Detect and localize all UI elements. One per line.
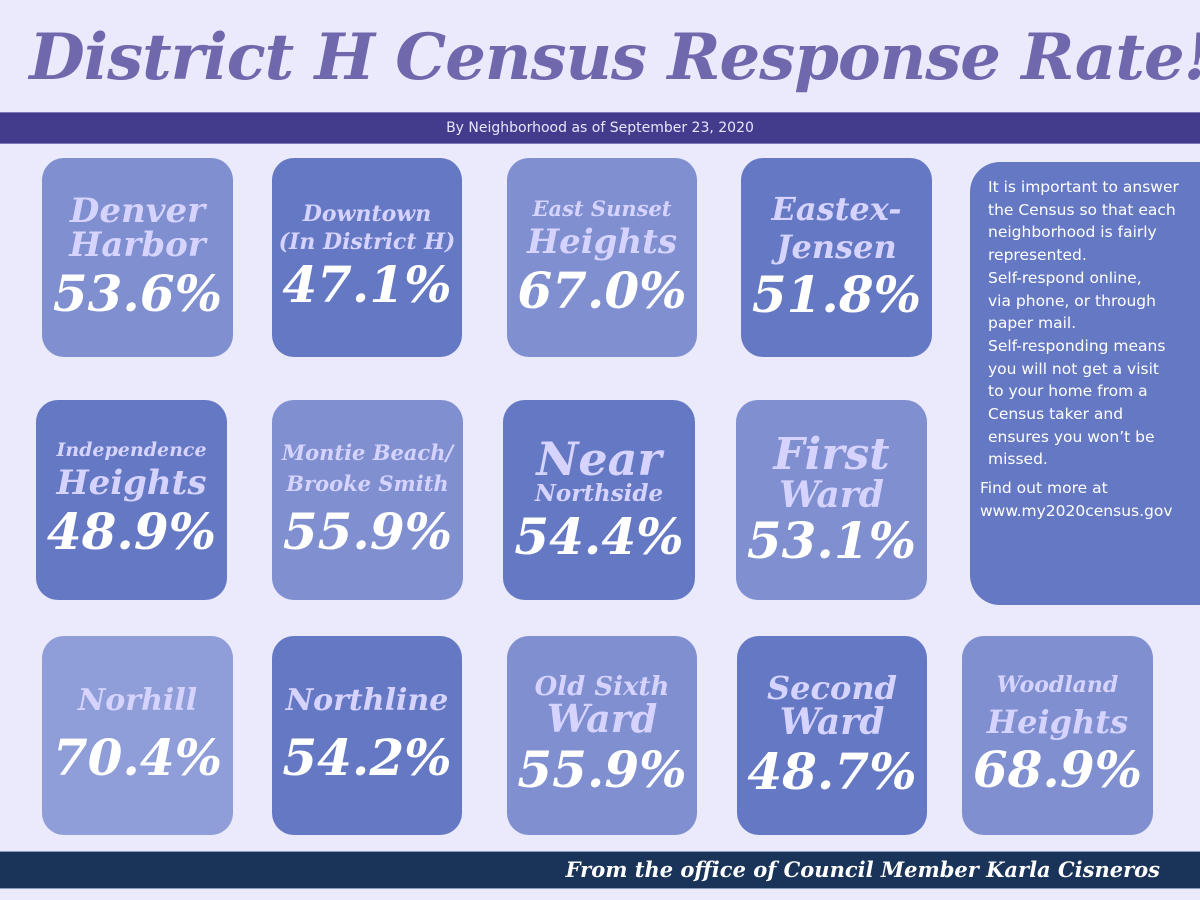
tile-downtown: Downtown (In District H) 47.1% bbox=[272, 158, 462, 357]
info-line: you will not get a visit bbox=[988, 359, 1159, 378]
tile-near-northside: Near Northside 54.4% bbox=[503, 400, 695, 600]
response-rate: 54.2% bbox=[282, 728, 452, 787]
response-rate: 51.8% bbox=[751, 265, 922, 324]
response-rate: 48.7% bbox=[747, 742, 917, 801]
info-line: Self-respond online, bbox=[988, 268, 1142, 287]
response-rate: 55.9% bbox=[282, 501, 453, 561]
response-rate: 54.4% bbox=[514, 507, 684, 566]
neighborhood-name: Downtown bbox=[302, 201, 432, 227]
tile-second-ward: Second Ward 48.7% bbox=[737, 636, 927, 835]
info-line: missed. bbox=[988, 450, 1048, 469]
neighborhood-name: Ward bbox=[779, 473, 884, 516]
neighborhood-name: (In District H) bbox=[278, 229, 456, 255]
neighborhood-name: Northside bbox=[534, 480, 664, 507]
tile-norhill: Norhill 70.4% bbox=[42, 636, 233, 835]
neighborhood-name: Harbor bbox=[69, 225, 206, 265]
response-rate: 70.4% bbox=[52, 728, 223, 787]
tile-woodland-heights: Woodland Heights 68.9% bbox=[962, 636, 1153, 835]
footer-bar: From the office of Council Member Karla … bbox=[0, 851, 1200, 889]
neighborhood-name: Jensen bbox=[776, 228, 897, 266]
info-line: paper mail. bbox=[988, 314, 1077, 333]
page-title: District H Census Response Rate! bbox=[29, 20, 1200, 95]
neighborhood-name: Woodland bbox=[996, 672, 1119, 698]
info-line: Census taker and bbox=[988, 405, 1124, 424]
tile-first-ward: First Ward 53.1% bbox=[736, 400, 927, 600]
info-line: to your home from a bbox=[988, 382, 1148, 401]
response-rate: 47.1% bbox=[282, 255, 452, 314]
info-line: ensures you won’t be bbox=[988, 427, 1155, 446]
neighborhood-name: Heights bbox=[526, 221, 677, 262]
response-rate: 55.9% bbox=[517, 740, 687, 799]
neighborhood-name: Ward bbox=[779, 701, 885, 743]
neighborhood-name: First bbox=[773, 428, 890, 480]
neighborhood-name: Northline bbox=[285, 683, 449, 718]
tile-denver-harbor: Denver Harbor 53.6% bbox=[42, 158, 233, 357]
response-rate: 67.0% bbox=[517, 260, 687, 320]
neighborhood-name: Denver bbox=[69, 191, 206, 231]
tile-independence-heights: Independence Heights 48.9% bbox=[36, 400, 227, 600]
neighborhood-name: Second bbox=[767, 669, 897, 707]
tile-east-sunset-heights: East Sunset Heights 67.0% bbox=[507, 158, 697, 357]
neighborhood-name: Heights bbox=[986, 703, 1129, 741]
neighborhood-name: Ward bbox=[546, 696, 658, 741]
neighborhood-name: Near bbox=[536, 432, 662, 486]
neighborhood-name: Heights bbox=[56, 463, 207, 503]
response-rate: 68.9% bbox=[972, 740, 1143, 799]
info-line: represented. bbox=[988, 246, 1087, 265]
info-line: the Census so that each bbox=[988, 200, 1176, 219]
neighborhood-name: Eastex- bbox=[771, 190, 902, 228]
neighborhood-name: Norhill bbox=[77, 683, 198, 718]
census-website-link[interactable]: www.my2020census.gov bbox=[980, 501, 1173, 520]
info-line: neighborhood is fairly bbox=[988, 223, 1157, 242]
neighborhood-name: Montie Beach/ bbox=[281, 439, 454, 465]
response-rate: 53.1% bbox=[746, 510, 917, 570]
neighborhood-name: Independence bbox=[56, 439, 207, 461]
neighborhood-name: Brooke Smith bbox=[286, 470, 449, 496]
tile-montie-beach-brooke-smith: Montie Beach/ Brooke Smith 55.9% bbox=[272, 400, 463, 600]
response-rate: 53.6% bbox=[52, 264, 223, 323]
info-line: It is important to answer bbox=[988, 178, 1179, 196]
info-line: Self-responding means bbox=[988, 336, 1166, 355]
footer-credit: From the office of Council Member Karla … bbox=[565, 857, 1160, 882]
find-more-text: Find out more at bbox=[980, 479, 1108, 498]
tile-eastex-jensen: Eastex- Jensen 51.8% bbox=[741, 158, 932, 357]
tile-northline: Northline 54.2% bbox=[272, 636, 462, 835]
subtitle-bar: By Neighborhood as of September 23, 2020 bbox=[0, 112, 1200, 144]
neighborhood-name: East Sunset bbox=[532, 195, 672, 221]
info-panel: It is important to answer the Census so … bbox=[970, 162, 1200, 605]
subtitle: By Neighborhood as of September 23, 2020 bbox=[446, 120, 754, 136]
info-line: via phone, or through bbox=[988, 291, 1156, 310]
response-rate: 48.9% bbox=[46, 502, 217, 561]
tile-old-sixth-ward: Old Sixth Ward 55.9% bbox=[507, 636, 697, 835]
neighborhood-name: Old Sixth bbox=[534, 672, 670, 702]
